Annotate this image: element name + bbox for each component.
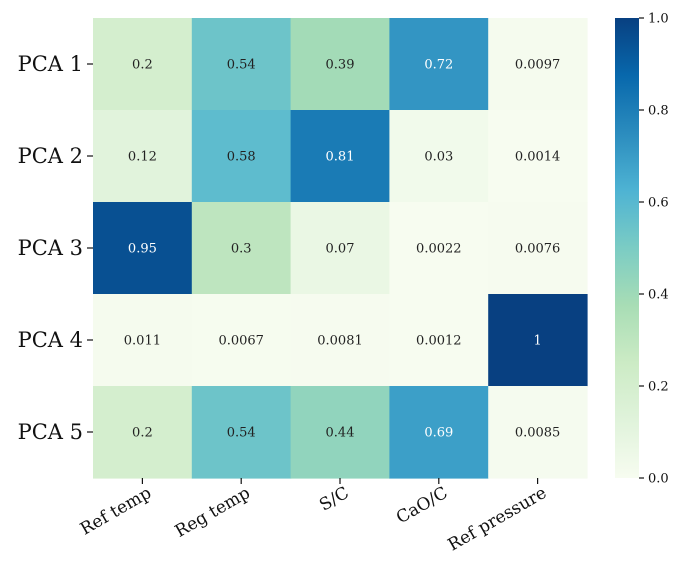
heatmap-cell bbox=[93, 110, 193, 203]
colorbar-tick-label: 1.0 bbox=[648, 12, 669, 27]
heatmap-cell bbox=[290, 202, 390, 295]
cell-value-label: 0.12 bbox=[128, 150, 157, 165]
heatmap-cell bbox=[389, 294, 489, 387]
heatmap-cell bbox=[389, 18, 489, 111]
heatmap-cell bbox=[488, 294, 588, 387]
heatmap-cell bbox=[389, 386, 489, 479]
column-label: CaO/C bbox=[393, 483, 451, 528]
column-label: S/C bbox=[316, 483, 352, 516]
cell-value-label: 0.44 bbox=[326, 426, 355, 441]
heatmap-cell bbox=[488, 18, 588, 111]
heatmap-cell bbox=[488, 110, 588, 203]
heatmap-cell bbox=[290, 18, 390, 111]
cell-value-label: 0.0076 bbox=[515, 242, 561, 257]
heatmap-cell bbox=[191, 386, 292, 479]
cell-value-label: 0.07 bbox=[326, 242, 355, 257]
row-label: PCA 3 bbox=[18, 236, 83, 260]
heatmap-cell bbox=[191, 110, 292, 203]
colorbar-tick-label: 0.8 bbox=[648, 104, 669, 119]
cell-value-label: 0.95 bbox=[128, 242, 157, 257]
colorbar-tick-label: 0.0 bbox=[648, 472, 669, 487]
colorbar: 0.0 0.2 0.4 0.6 0.8 1.0 bbox=[615, 12, 669, 487]
cell-value-label: 0.2 bbox=[132, 426, 153, 441]
colorbar-gradient bbox=[615, 18, 639, 478]
column-label: Reg temp bbox=[172, 483, 254, 542]
cell-value-label: 0.69 bbox=[424, 426, 453, 441]
cell-value-label: 0.0081 bbox=[317, 334, 363, 349]
heatmap-cell bbox=[93, 202, 193, 295]
cell-value-label: 0.0067 bbox=[218, 334, 264, 349]
heatmap-cell bbox=[290, 294, 390, 387]
heatmap-cell bbox=[93, 294, 193, 387]
heatmap-cell bbox=[488, 202, 588, 295]
heatmap-cell bbox=[93, 386, 193, 479]
row-label: PCA 4 bbox=[18, 328, 83, 352]
heatmap-cell bbox=[191, 202, 292, 295]
heatmap-cells: 0.2 0.54 0.39 0.72 0.0097 0.12 0.58 0.81 0.03 0.0… bbox=[93, 18, 588, 479]
heatmap-cell bbox=[191, 294, 292, 387]
cell-value-label: 0.3 bbox=[231, 242, 252, 257]
cell-value-label: 0.0012 bbox=[416, 334, 462, 349]
heatmap-cell bbox=[389, 110, 489, 203]
colorbar-tick-label: 0.2 bbox=[648, 380, 669, 395]
cell-value-label: 0.03 bbox=[424, 150, 453, 165]
row-labels: PCA 1 PCA 2 PCA 3 PCA 4 PCA 5 bbox=[18, 52, 93, 444]
cell-value-label: 1 bbox=[533, 334, 541, 349]
cell-value-label: 0.39 bbox=[326, 58, 355, 73]
column-label: Ref pressure bbox=[445, 483, 550, 555]
heatmap-cell bbox=[191, 18, 292, 111]
colorbar-tick-label: 0.4 bbox=[648, 288, 669, 303]
heatmap-cell bbox=[488, 386, 588, 479]
cell-value-label: 0.0022 bbox=[416, 242, 462, 257]
row-label: PCA 1 bbox=[18, 52, 83, 76]
heatmap-cell bbox=[389, 202, 489, 295]
cell-value-label: 0.54 bbox=[227, 426, 256, 441]
cell-value-label: 0.0014 bbox=[515, 150, 561, 165]
colorbar-tick-label: 0.6 bbox=[648, 196, 669, 211]
cell-value-label: 0.2 bbox=[132, 58, 153, 73]
heatmap-cell bbox=[290, 386, 390, 479]
cell-value-label: 0.0097 bbox=[515, 58, 561, 73]
row-label: PCA 5 bbox=[18, 420, 83, 444]
cell-value-label: 0.54 bbox=[227, 58, 256, 73]
heatmap-cell bbox=[93, 18, 193, 111]
cell-value-label: 0.58 bbox=[227, 150, 256, 165]
row-label: PCA 2 bbox=[18, 144, 83, 168]
cell-value-label: 0.72 bbox=[424, 58, 453, 73]
cell-value-label: 0.81 bbox=[326, 150, 355, 165]
column-label: Ref temp bbox=[77, 483, 155, 540]
cell-value-label: 0.0085 bbox=[515, 426, 561, 441]
heatmap-cell bbox=[290, 110, 390, 203]
cell-value-label: 0.011 bbox=[124, 334, 161, 349]
